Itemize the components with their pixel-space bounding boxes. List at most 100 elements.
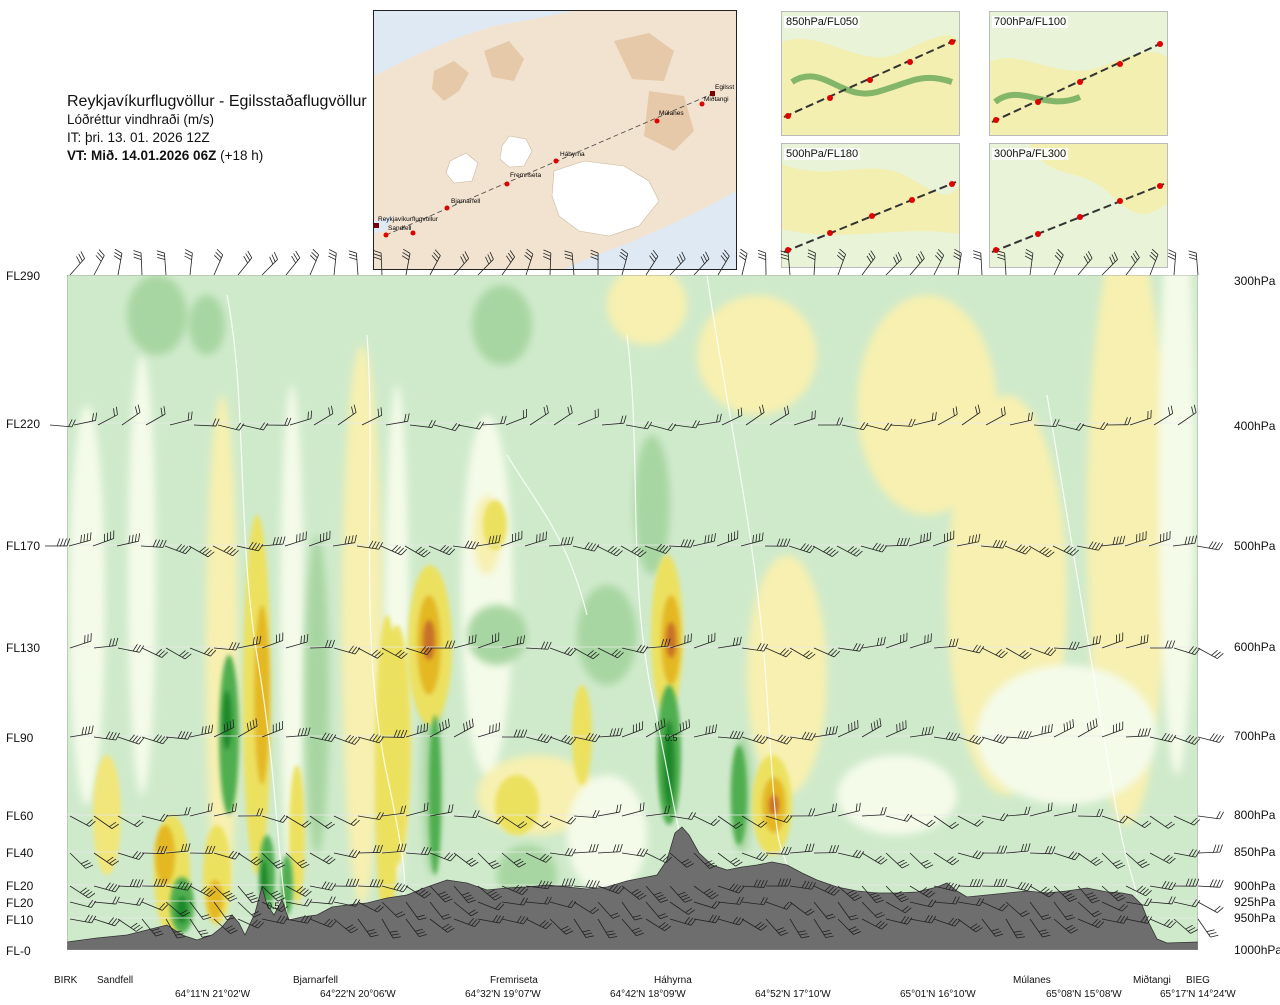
wind-barb [429,901,452,920]
wind-barb [237,250,253,276]
route-point[interactable] [654,118,660,124]
wind-barb [1077,718,1098,738]
route-point[interactable] [699,101,705,107]
wind-barb [813,885,840,896]
thumbnail-300hpa[interactable]: 300hPa/FL300 [989,143,1168,268]
wind-barb [861,901,885,919]
wind-barb [184,249,193,276]
wind-barb [573,809,600,819]
route-point[interactable] [383,232,389,238]
wind-barb [309,639,335,649]
wind-barb [237,718,258,738]
wind-barb [765,647,793,658]
map-glacier-hofsjokull [499,135,533,168]
wind-barb [261,852,286,869]
wind-barb [865,422,893,431]
wind-barb [401,248,411,276]
wind-barb [1173,848,1201,858]
wind-barb [1081,422,1109,431]
map-label: Miðtangi [704,95,729,103]
wind-barb [332,534,357,547]
route-point-label: Háhyrna [654,975,692,986]
wind-barb [309,732,337,742]
route-location-map[interactable]: Reykjavíkurflugvöllur Sandfell Bjarnarfe… [373,10,737,270]
thumbnail-svg [990,12,1167,135]
wind-barb [1052,545,1079,556]
wind-barb [717,852,743,867]
forecast-lead: (+18 h) [220,148,264,163]
map-label: Reykjavíkurflugvöllur [378,216,439,223]
wind-barb [165,901,191,917]
route-point[interactable] [444,205,450,211]
wind-barb [669,251,686,276]
wind-barb [333,734,361,745]
wind-barb [649,423,677,432]
cross-section-plot[interactable]: 0.5 0.5 [66,274,1199,951]
wind-barb [1149,896,1176,905]
pressure-label: 600hPa [1234,640,1276,654]
wind-barb [113,248,123,276]
thumbnail-500hpa[interactable]: 500hPa/FL180 [781,143,960,268]
route-startpoint[interactable] [374,223,379,228]
wind-barb [597,883,625,894]
wind-barb [501,852,527,868]
pressure-label: 300hPa [1234,274,1276,288]
wind-barb [1149,732,1177,743]
wind-barb [117,879,144,888]
wind-barb [765,901,793,910]
wind-barb [141,734,169,745]
wind-barb [564,250,575,276]
wind-barb [933,638,959,649]
wind-barb [265,417,292,426]
terrain-profile [67,826,1198,950]
wind-barb [1005,730,1032,740]
wind-barb [357,879,384,888]
route-point[interactable] [553,158,559,164]
wind-barb [213,803,237,817]
thumbnail-700hpa[interactable]: 700hPa/FL100 [989,11,1168,136]
wind-barb [69,633,92,649]
wind-barb [573,879,600,889]
wind-barb [505,408,527,426]
wind-barb [836,545,863,557]
wind-barb [996,250,1007,276]
wind-barb [429,852,457,862]
wind-barb [193,418,220,427]
wind-barb [693,632,716,649]
wind-barb [549,646,577,656]
wind-barb [117,644,145,653]
wind-barb [453,918,481,928]
route-endpoint[interactable] [710,91,715,96]
wind-barb [1077,901,1102,918]
wind-barb [213,642,240,651]
wind-barb [789,647,816,660]
route-coordinate: 64°42'N 18°09'W [610,989,686,1000]
wind-barb [861,807,887,817]
wind-barb [1033,418,1060,428]
wind-barb [188,545,215,558]
wind-barb [261,885,286,902]
wind-barb [1053,885,1078,902]
wind-barb [333,645,361,655]
thumbnail-850hpa[interactable]: 850hPa/FL050 [781,11,960,136]
wind-barb [1005,881,1033,892]
wind-barb [348,250,359,276]
wind-barb [213,248,224,276]
wind-barb [669,916,697,926]
wind-barb [141,647,168,658]
wind-barb [621,848,649,857]
wind-barb [189,845,216,854]
route-point[interactable] [410,230,416,236]
wind-barb [789,901,815,916]
wind-barb [501,635,525,649]
wind-barb [1077,885,1100,904]
fl-label: FL290 [6,269,41,283]
wind-barb [477,815,505,825]
wind-barb [837,849,865,859]
wind-barb [981,647,1008,659]
wind-barb [596,545,623,557]
wind-barb [645,885,669,903]
wind-barb [429,640,456,649]
thumbnail-label: 700hPa/FL100 [992,16,1069,28]
route-point[interactable] [504,181,510,187]
